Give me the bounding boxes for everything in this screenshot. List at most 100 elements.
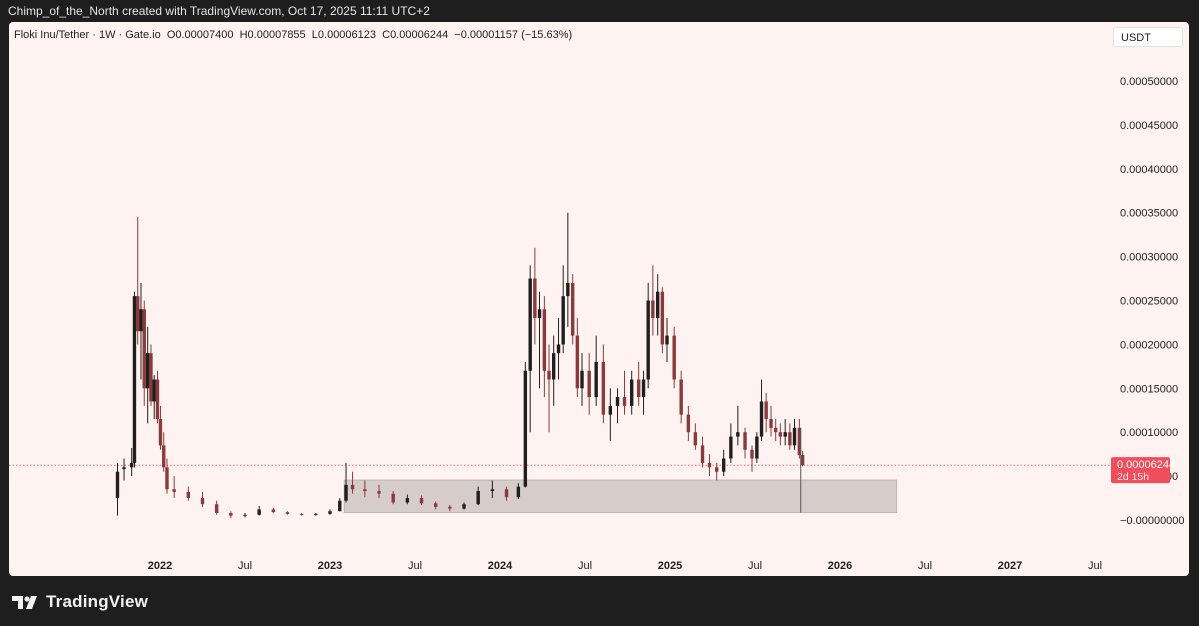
y-tick-label: 0.00050000 bbox=[1120, 76, 1178, 88]
support-zone bbox=[343, 479, 898, 513]
candle-body bbox=[145, 353, 150, 389]
candle-body bbox=[750, 449, 754, 459]
candle-body bbox=[200, 498, 205, 505]
tradingview-brand: TradingView bbox=[46, 592, 149, 611]
candle-body bbox=[377, 491, 381, 494]
candle-body bbox=[516, 486, 521, 498]
x-tick-label: 2024 bbox=[488, 560, 513, 572]
candle-body bbox=[271, 509, 276, 513]
tradingview-logo-icon bbox=[12, 596, 37, 609]
attribution-text: Chimp_of_the_North created with TradingV… bbox=[8, 4, 430, 18]
x-tick-label: 2027 bbox=[998, 560, 1022, 572]
candle-body bbox=[580, 370, 584, 389]
candle-body bbox=[601, 361, 606, 415]
candle-body bbox=[800, 455, 805, 466]
x-tick-label: Jul bbox=[1088, 560, 1102, 572]
candle-body bbox=[155, 379, 160, 420]
currency-button[interactable]: USDT bbox=[1113, 27, 1183, 47]
y-tick-label: 0.00035000 bbox=[1120, 208, 1178, 220]
y-tick-label: 0.00020000 bbox=[1120, 339, 1178, 351]
candle-body bbox=[561, 296, 565, 345]
candle-body bbox=[700, 445, 705, 463]
candle-body bbox=[214, 504, 219, 513]
x-tick-label: Jul bbox=[238, 560, 252, 572]
candle-body bbox=[363, 489, 367, 492]
candle-body bbox=[629, 379, 634, 406]
symbol-legend-text: Floki Inu/Tether · 1W · Gate.io O0.00007… bbox=[14, 29, 573, 41]
y-tick-label: 0.00015000 bbox=[1120, 383, 1178, 395]
symbol-legend: Floki Inu/Tether · 1W · Gate.io O0.00007… bbox=[14, 29, 572, 41]
candle-body bbox=[476, 491, 480, 505]
candle-body bbox=[783, 432, 787, 437]
candle-body bbox=[547, 370, 551, 380]
y-tick-label: 0.00030000 bbox=[1120, 252, 1178, 264]
candle-body bbox=[551, 353, 556, 380]
candle-body bbox=[528, 278, 532, 371]
candle-body bbox=[419, 498, 424, 504]
y-tick-label: −0.00000000 bbox=[1120, 515, 1185, 527]
candle-body bbox=[608, 405, 613, 415]
candle-body bbox=[660, 291, 665, 345]
candle-body bbox=[556, 344, 561, 354]
x-tick-label: Jul bbox=[408, 560, 422, 572]
candle-body bbox=[462, 504, 466, 509]
candle-body bbox=[139, 309, 143, 332]
candle-body bbox=[142, 309, 146, 389]
candle-body bbox=[773, 427, 778, 433]
candle-body bbox=[162, 445, 166, 468]
candle-body bbox=[778, 432, 783, 437]
candle-body bbox=[405, 498, 410, 503]
candle-body bbox=[533, 278, 537, 319]
candle-body bbox=[299, 513, 304, 515]
candle-body bbox=[587, 370, 591, 398]
candle-body bbox=[622, 397, 627, 406]
candle-body bbox=[490, 489, 495, 492]
x-tick-label: 2023 bbox=[318, 560, 342, 572]
candle-body bbox=[729, 436, 733, 459]
candle-body bbox=[792, 427, 797, 446]
candle-body bbox=[257, 509, 261, 515]
x-tick-label: 2022 bbox=[148, 560, 172, 572]
candle-body bbox=[229, 512, 233, 516]
candle-body bbox=[693, 432, 698, 446]
candle-body bbox=[665, 335, 669, 345]
candle-body bbox=[641, 379, 646, 398]
candle-body bbox=[537, 309, 542, 319]
y-tick-label: 0.00045000 bbox=[1120, 120, 1178, 132]
candle-body bbox=[679, 379, 683, 415]
candle-body bbox=[433, 503, 438, 507]
candle-body bbox=[122, 467, 126, 470]
candle-body bbox=[743, 432, 747, 450]
last-price-value: 0.00006244 bbox=[1117, 459, 1175, 471]
candle-body bbox=[566, 282, 570, 297]
candle-body bbox=[448, 506, 452, 509]
candle-body bbox=[672, 335, 676, 380]
candle-body bbox=[542, 309, 547, 371]
x-tick-label: 2025 bbox=[658, 560, 682, 572]
candle-body bbox=[504, 489, 509, 498]
candle-body bbox=[764, 401, 768, 420]
candle-body bbox=[575, 335, 580, 389]
x-tick-label: Jul bbox=[578, 560, 592, 572]
x-tick-label: Jul bbox=[748, 560, 762, 572]
candle-body bbox=[721, 458, 726, 472]
candle-body bbox=[707, 462, 712, 468]
y-tick-label: 0.00040000 bbox=[1120, 164, 1178, 176]
candle-body bbox=[129, 462, 134, 468]
candle-body bbox=[769, 419, 773, 428]
candle-body bbox=[285, 512, 290, 514]
attribution-bar: Chimp_of_the_North created with TradingV… bbox=[0, 0, 1199, 22]
candle-body bbox=[152, 379, 156, 402]
candle-body bbox=[115, 471, 120, 499]
candle-body bbox=[391, 493, 395, 503]
x-tick-label: Jul bbox=[918, 560, 932, 572]
candle-body bbox=[655, 291, 660, 319]
candle-body bbox=[243, 514, 247, 516]
candle-body bbox=[788, 432, 792, 446]
currency-button-label: USDT bbox=[1121, 32, 1151, 44]
candle-body bbox=[686, 414, 691, 433]
candle-body bbox=[523, 370, 528, 487]
candle-body bbox=[714, 467, 719, 472]
candle-body bbox=[570, 282, 575, 336]
